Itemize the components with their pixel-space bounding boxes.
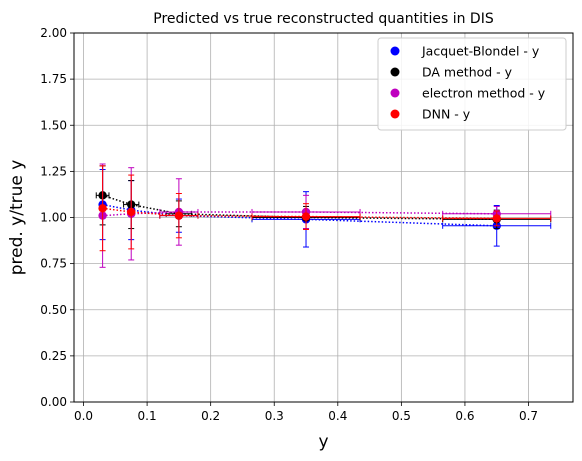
legend-label: Jacquet-Blondel - y <box>421 44 540 59</box>
chart-title: Predicted vs true reconstructed quantiti… <box>153 11 494 27</box>
data-point <box>98 204 107 213</box>
legend-marker <box>390 46 400 56</box>
y-tick-label: 1.25 <box>40 164 67 178</box>
y-tick-label: 2.00 <box>40 26 67 40</box>
series-jacquet-blondel-y <box>98 169 552 248</box>
y-tick-label: 1.50 <box>40 118 67 132</box>
y-axis-label: pred. y/true y <box>7 160 27 276</box>
legend-label: DA method - y <box>422 65 513 80</box>
y-tick-label: 0.25 <box>40 349 67 363</box>
x-tick-label: 0.2 <box>201 409 220 423</box>
y-tick-label: 0.00 <box>40 395 67 409</box>
y-tick-label: 1.75 <box>40 72 67 86</box>
legend-marker <box>390 88 400 98</box>
y-tick-label: 0.75 <box>40 257 67 271</box>
x-tick-label: 0.7 <box>519 409 538 423</box>
legend-marker <box>390 109 400 119</box>
data-point <box>174 211 184 220</box>
data-point <box>492 214 501 223</box>
x-tick-label: 0.6 <box>455 409 474 423</box>
legend-label: electron method - y <box>422 86 546 101</box>
legend: Jacquet-Blondel - y DA method - y electron… <box>377 37 567 131</box>
y-tick-label: 0.50 <box>40 303 67 317</box>
series-dnn-y <box>98 165 552 252</box>
series-layer <box>95 163 552 268</box>
x-tick-label: 0.1 <box>138 409 157 423</box>
legend-marker <box>390 67 400 77</box>
series-line <box>102 211 497 217</box>
x-tick-label: 0.4 <box>328 409 347 423</box>
y-tick-label: 1.00 <box>40 211 67 225</box>
x-tick-label: 0.0 <box>74 409 93 423</box>
series-line <box>102 207 497 220</box>
data-point <box>301 212 311 221</box>
data-point <box>127 207 136 217</box>
legend-label: DNN - y <box>422 107 471 122</box>
x-tick-label: 0.5 <box>392 409 411 423</box>
legend-box <box>377 37 567 131</box>
x-axis-label: y <box>318 432 328 452</box>
ticks: 0.0 0.1 0.2 0.3 0.4 0.5 0.6 0.7 0.00 0.25 0.50 0.75… <box>40 26 538 423</box>
x-tick-label: 0.3 <box>265 409 284 423</box>
